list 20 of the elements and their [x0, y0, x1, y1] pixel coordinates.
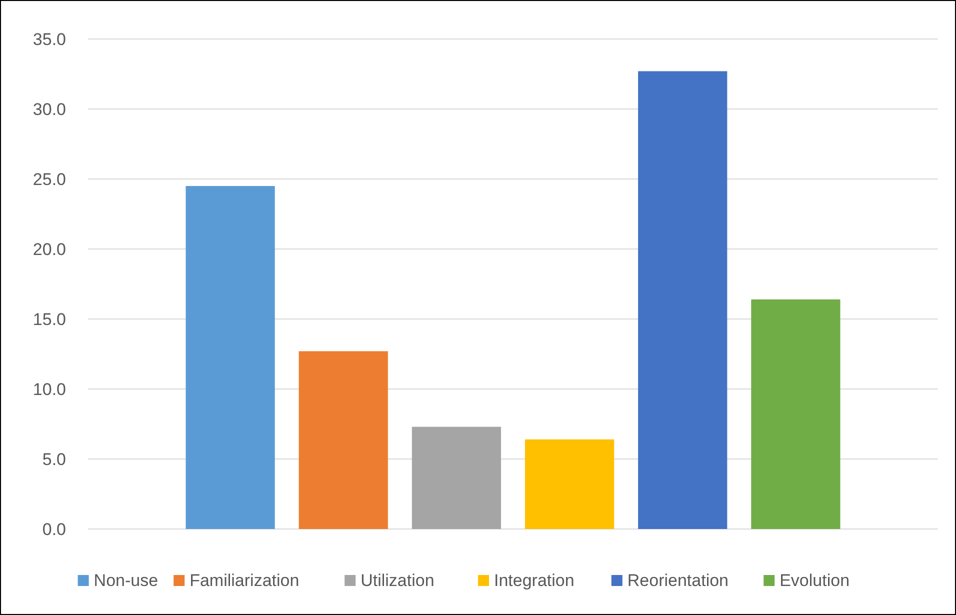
y-tick-label: 10.0 — [32, 380, 66, 399]
bar — [524, 439, 614, 529]
bar — [638, 71, 728, 529]
legend-label: Non-use — [94, 570, 158, 590]
bar — [298, 351, 388, 529]
bar — [751, 299, 840, 529]
y-tick-label: 0.0 — [42, 520, 66, 539]
y-tick-label: 35.0 — [32, 30, 66, 49]
legend-label: Utilization — [360, 570, 434, 590]
legend-label: Familiarization — [190, 570, 300, 590]
bar — [412, 426, 502, 529]
y-tick-label: 15.0 — [32, 310, 66, 329]
y-tick-label: 25.0 — [32, 170, 66, 189]
legend-label: Evolution — [780, 570, 850, 590]
legend-label: Integration — [494, 570, 574, 590]
legend-label: Reorientation — [627, 570, 729, 590]
y-tick-label: 30.0 — [32, 100, 66, 119]
y-tick-label: 5.0 — [42, 450, 66, 469]
y-tick-label: 20.0 — [32, 240, 66, 259]
bar — [186, 186, 275, 529]
